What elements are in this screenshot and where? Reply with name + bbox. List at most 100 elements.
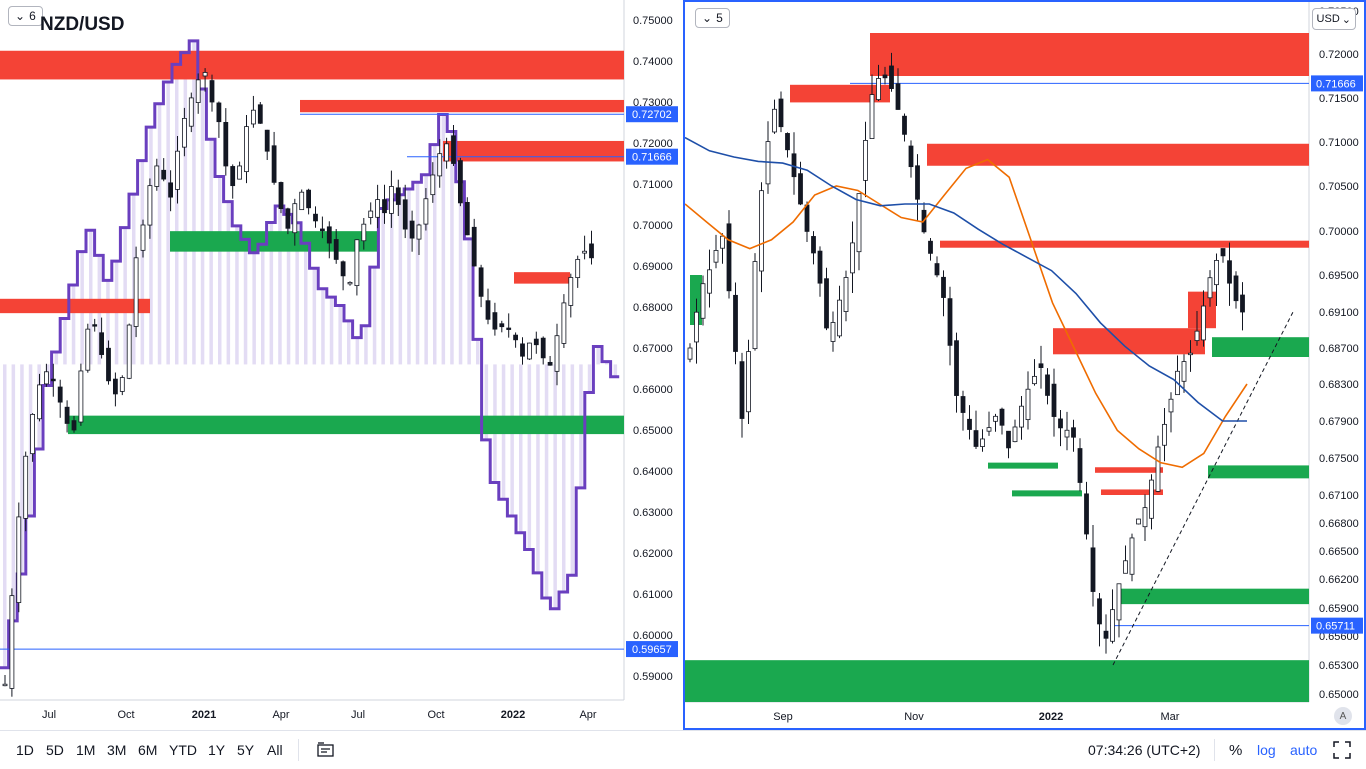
range-hatch	[364, 325, 368, 365]
candle-body	[437, 153, 443, 177]
candle-body	[554, 335, 560, 372]
range-5d-button[interactable]: 5D	[46, 742, 64, 758]
range-hatch	[450, 131, 454, 365]
range-hatch	[338, 305, 342, 365]
candle-body	[181, 118, 187, 148]
range-1m-button[interactable]: 1M	[76, 742, 96, 758]
candle-body	[752, 261, 758, 350]
candle-body	[1155, 446, 1161, 492]
candle-body	[230, 166, 236, 187]
range-hatch	[587, 364, 592, 393]
currency-select[interactable]: USD ⌄	[1311, 8, 1356, 30]
candle-body	[746, 351, 751, 413]
range-hatch	[252, 252, 256, 365]
price-tag-label: 0.72702	[632, 109, 672, 121]
candle-body	[161, 169, 167, 180]
auto-toggle[interactable]: auto	[1290, 742, 1318, 758]
candle-body	[113, 378, 118, 395]
price-axis-label: 0.75000	[633, 15, 673, 27]
price-axis-label: 0.72000	[633, 138, 673, 150]
price-axis-label: 0.67500	[1319, 453, 1359, 465]
range-hatch	[63, 318, 67, 365]
range-3m-button[interactable]: 3M	[107, 742, 127, 758]
supply-zone	[870, 33, 1309, 76]
candle-body	[313, 213, 318, 222]
candle-body	[1201, 305, 1206, 341]
price-axis-label: 0.60000	[633, 630, 673, 642]
candle-body	[527, 342, 532, 360]
candle-body	[869, 94, 875, 139]
candle-body	[533, 338, 539, 346]
candle-body	[1090, 547, 1096, 592]
range-hatch	[209, 139, 213, 365]
price-tag	[626, 106, 678, 123]
price-tag	[1311, 75, 1363, 92]
candle-body	[967, 418, 972, 430]
time-axis-label: Mar	[1161, 711, 1180, 723]
range-hatch	[89, 230, 93, 365]
range-ytd-button[interactable]: YTD	[169, 742, 197, 758]
candle-body	[726, 223, 732, 292]
demand-zone	[170, 231, 378, 252]
range-5y-button[interactable]: 5Y	[237, 742, 255, 758]
range-6m-button[interactable]: 6M	[138, 742, 158, 758]
demand-zone	[1208, 465, 1309, 479]
candle-body	[64, 406, 70, 424]
candle-body	[444, 143, 450, 162]
candle-body	[216, 102, 222, 123]
right-chart-pane[interactable]: 0.725000.720000.715000.710000.705000.700…	[683, 0, 1366, 730]
candle-body	[1220, 248, 1226, 257]
candle-body	[154, 165, 160, 187]
range-hatch	[261, 244, 265, 365]
candle-body	[188, 97, 194, 127]
compare-icon[interactable]	[316, 741, 336, 759]
left-layout-button[interactable]: ⌄ 6	[8, 6, 43, 26]
price-axis-label: 0.64000	[633, 466, 673, 478]
range-hatch	[175, 64, 179, 365]
candle-body	[457, 160, 463, 204]
price-axis-label: 0.73000	[633, 97, 673, 109]
candle-body	[285, 208, 291, 229]
range-1d-button[interactable]: 1D	[16, 742, 34, 758]
time-axis-label: 2022	[501, 709, 525, 721]
range-hatch	[519, 364, 523, 533]
clock-display: 07:34:26 (UTC+2)	[1088, 742, 1201, 758]
range-1y-button[interactable]: 1Y	[208, 742, 226, 758]
time-axis-label: Oct	[117, 709, 134, 721]
right-layout-button[interactable]: ⌄ 5	[695, 8, 730, 28]
range-hatch	[192, 40, 196, 365]
candle-body	[333, 239, 339, 260]
candle-body	[175, 150, 180, 190]
candle-body	[759, 190, 764, 272]
auto-scale-badge[interactable]: A	[1334, 707, 1352, 725]
candle-body	[713, 250, 719, 263]
range-all-button[interactable]: All	[267, 742, 283, 758]
range-overlay-line	[0, 39, 620, 670]
range-hatch	[596, 346, 600, 365]
candle-body	[409, 220, 415, 239]
candle-body	[1123, 560, 1128, 574]
candle-body	[1058, 418, 1063, 429]
price-axis-label: 0.70000	[633, 220, 673, 232]
candle-body	[915, 165, 920, 200]
right-chart-canvas[interactable]: 0.725000.720000.715000.710000.705000.700…	[685, 2, 1366, 730]
candle-body	[1097, 598, 1102, 625]
candle-body	[506, 327, 512, 330]
range-hatch	[269, 222, 274, 365]
percent-toggle[interactable]: %	[1229, 742, 1243, 759]
log-toggle[interactable]: log	[1257, 742, 1276, 758]
fullscreen-icon[interactable]	[1333, 741, 1351, 759]
candle-body	[575, 259, 581, 279]
candle-body	[811, 236, 816, 254]
candle-body	[92, 324, 98, 327]
range-hatch	[570, 364, 575, 576]
trend-line	[1112, 311, 1294, 666]
candle-body	[499, 323, 505, 328]
left-chart-canvas[interactable]: 0.75000 0.74000 0.73000 0.72000 0.71000 0.700…	[0, 0, 682, 730]
price-axis-label: 0.66200	[1319, 574, 1359, 586]
time-axis-label: Jul	[351, 709, 365, 721]
candle-body	[902, 115, 907, 135]
price-axis-label: 0.59000	[633, 671, 673, 683]
left-chart-pane[interactable]: 0.75000 0.74000 0.73000 0.72000 0.71000 0.700…	[0, 0, 682, 730]
candle-body	[326, 226, 332, 244]
